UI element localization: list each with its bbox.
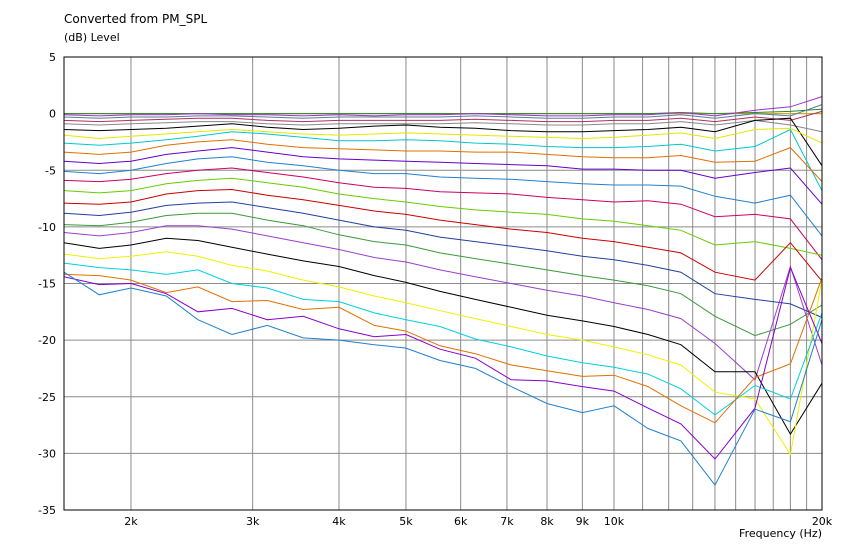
y-tick-label: -25 bbox=[38, 391, 56, 404]
plot-frame bbox=[63, 56, 823, 511]
y-tick-label: -15 bbox=[38, 278, 56, 291]
series-line-s20 bbox=[63, 251, 823, 456]
x-tick-label: 20k bbox=[812, 515, 833, 528]
series-line-s6 bbox=[63, 119, 823, 133]
series-line-s18 bbox=[63, 225, 823, 381]
series-line-s16 bbox=[63, 201, 823, 318]
y-tick-label: -20 bbox=[38, 334, 56, 347]
x-tick-label: 7k bbox=[500, 515, 514, 528]
series-line-s9 bbox=[63, 128, 823, 191]
y-axis-label: (dB) Level bbox=[64, 31, 120, 44]
series-line-s5 bbox=[63, 110, 823, 123]
x-tick-label: 10k bbox=[604, 515, 625, 528]
series-line-s15 bbox=[63, 188, 823, 282]
y-tick-label: 5 bbox=[49, 51, 56, 64]
series-line-s10 bbox=[63, 139, 823, 182]
y-tick-label: -30 bbox=[38, 447, 56, 460]
series-line-s23 bbox=[63, 266, 823, 460]
series-line-s14 bbox=[63, 177, 823, 256]
y-tick-label: -10 bbox=[38, 221, 56, 234]
series-line-s13 bbox=[63, 167, 823, 261]
x-tick-label: 3k bbox=[246, 515, 260, 528]
series-line-s4 bbox=[63, 104, 823, 119]
series-line-s12 bbox=[63, 156, 823, 237]
series-line-s22 bbox=[63, 273, 823, 424]
series-line-s11 bbox=[63, 147, 823, 205]
x-tick-label: 5k bbox=[399, 515, 413, 528]
x-axis-label: Frequency (Hz) bbox=[739, 527, 822, 540]
series-line-s8 bbox=[63, 127, 823, 144]
series-line-s19 bbox=[63, 237, 823, 436]
y-tick-label: 0 bbox=[49, 108, 56, 121]
x-tick-label: 6k bbox=[454, 515, 468, 528]
x-tick-label: 4k bbox=[332, 515, 346, 528]
x-tick-label: 9k bbox=[576, 515, 590, 528]
x-axis-ticks: 2k 3k 4k 5k 6k 7k 8k 9k 10k 20k bbox=[124, 515, 833, 528]
series-group bbox=[63, 96, 823, 487]
x-tick-label: 8k bbox=[540, 515, 554, 528]
series-line-s21 bbox=[63, 262, 823, 416]
series-line-s3 bbox=[63, 96, 823, 117]
series-line-s24 bbox=[63, 271, 823, 487]
chart-title: Converted from PM_SPL bbox=[64, 12, 208, 26]
series-line-s7 bbox=[63, 117, 823, 166]
series-line-s17 bbox=[63, 212, 823, 337]
y-tick-label: -35 bbox=[38, 504, 56, 517]
y-tick-label: -5 bbox=[45, 164, 56, 177]
y-axis-ticks: 5 0 -5 -10 -15 -20 -25 -30 -35 bbox=[38, 51, 56, 517]
x-tick-label: 2k bbox=[124, 515, 138, 528]
